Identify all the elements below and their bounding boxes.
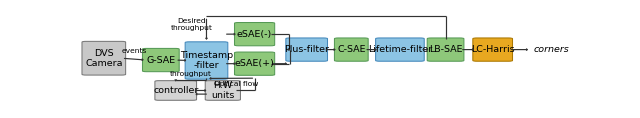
- Text: eSAE(-): eSAE(-): [237, 30, 272, 39]
- Text: Lifetime-filter: Lifetime-filter: [368, 45, 432, 54]
- FancyBboxPatch shape: [234, 52, 275, 75]
- Text: DVS
Camera: DVS Camera: [85, 48, 122, 68]
- Text: C-SAE: C-SAE: [337, 45, 365, 54]
- Text: LB-SAE: LB-SAE: [429, 45, 462, 54]
- Text: Optical flow: Optical flow: [214, 81, 258, 87]
- Text: corners: corners: [533, 45, 569, 54]
- FancyBboxPatch shape: [155, 81, 196, 100]
- FancyBboxPatch shape: [205, 81, 241, 100]
- FancyBboxPatch shape: [335, 38, 368, 61]
- Text: H.W
units: H.W units: [211, 81, 234, 100]
- FancyBboxPatch shape: [143, 48, 179, 72]
- Text: controller: controller: [153, 86, 198, 95]
- Text: Timestamp
-filter: Timestamp -filter: [180, 51, 233, 70]
- Text: throughput: throughput: [170, 71, 212, 77]
- FancyBboxPatch shape: [185, 42, 228, 79]
- Text: LC-Harris: LC-Harris: [471, 45, 515, 54]
- FancyBboxPatch shape: [286, 38, 328, 61]
- Text: Plus-filter: Plus-filter: [284, 45, 329, 54]
- Text: G-SAE: G-SAE: [147, 56, 175, 65]
- Text: Desired
throughput: Desired throughput: [171, 18, 212, 31]
- FancyBboxPatch shape: [376, 38, 424, 61]
- Text: eSAE(+): eSAE(+): [235, 59, 275, 68]
- FancyBboxPatch shape: [234, 23, 275, 46]
- FancyBboxPatch shape: [473, 38, 513, 61]
- FancyBboxPatch shape: [428, 38, 464, 61]
- FancyBboxPatch shape: [82, 41, 125, 75]
- Text: events: events: [122, 48, 147, 54]
